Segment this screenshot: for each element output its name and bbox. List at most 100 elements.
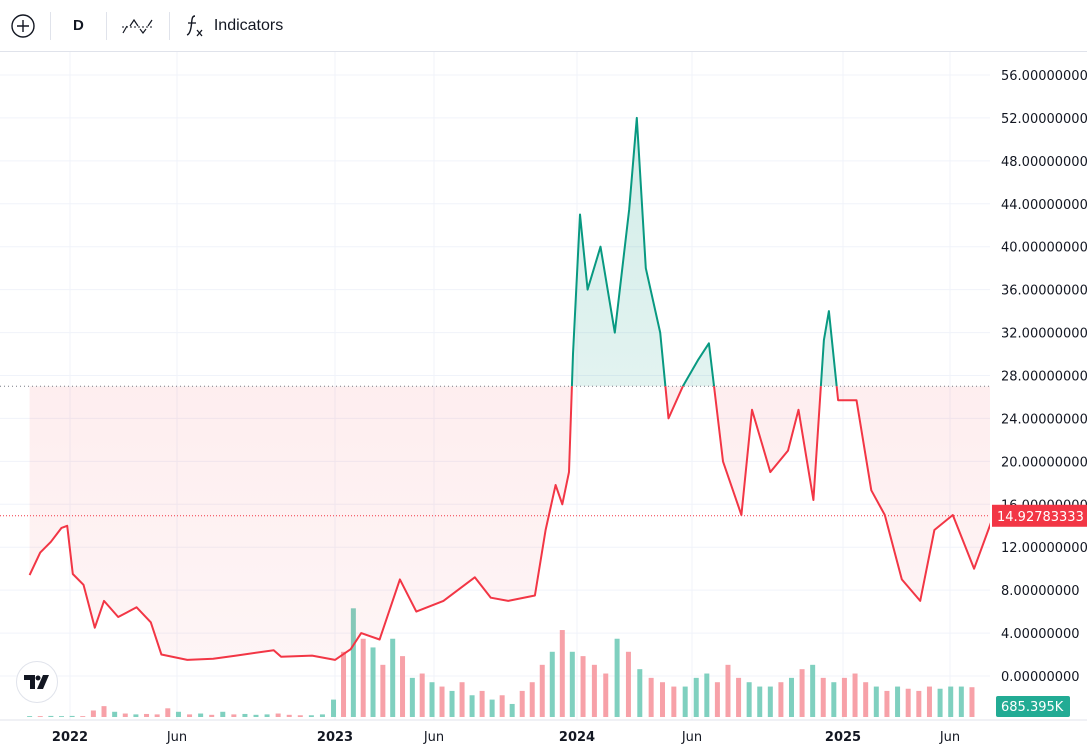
volume-bar <box>459 682 465 717</box>
volume-bar <box>820 677 826 717</box>
indicators-button[interactable]: Indicators <box>174 8 293 44</box>
volume-bar <box>231 714 237 717</box>
indicators-label: Indicators <box>213 16 284 34</box>
volume-bar <box>489 699 495 717</box>
y-tick-label: 12.00000000 <box>1001 541 1087 556</box>
volume-bar <box>682 686 688 717</box>
volume-bar <box>916 690 922 717</box>
volume-bar <box>841 677 847 717</box>
volume-bar <box>331 699 337 717</box>
volume-bar <box>895 686 901 717</box>
volume-bar <box>400 656 406 717</box>
last-volume-badge <box>996 696 1070 717</box>
volume-bar <box>559 630 565 717</box>
volume-bar <box>648 677 654 717</box>
y-tick-label: 0.00000000 <box>1001 670 1080 685</box>
volume-bar <box>499 695 505 717</box>
volume-bar <box>253 714 259 717</box>
volume-bar <box>264 714 270 717</box>
volume-bar <box>429 682 435 717</box>
volume-bar <box>926 686 932 717</box>
volume-bar <box>969 687 975 717</box>
volume-bar <box>603 673 609 717</box>
last-price-label: 14.92783333 <box>997 510 1084 525</box>
divider <box>168 11 170 40</box>
volume-bar <box>799 669 805 717</box>
tradingview-logo-icon <box>24 675 49 689</box>
volume-bar <box>725 664 731 717</box>
time-axis[interactable]: 2022 Jun 2023 Jun 2024 Jun 2025 Jun <box>52 730 960 745</box>
x-tick-label: 2023 <box>317 730 353 745</box>
volume-bar <box>439 686 445 717</box>
volume-bar <box>746 682 752 717</box>
interval-button[interactable]: D <box>55 8 102 44</box>
volume-bar <box>569 651 575 717</box>
x-tick-label: Jun <box>423 730 444 745</box>
volume-bar <box>122 713 128 717</box>
price-axis[interactable]: 56.00000000 52.00000000 48.00000000 44.0000… <box>992 69 1087 717</box>
x-tick-label: 2024 <box>559 730 595 745</box>
volume-bar <box>852 673 858 717</box>
volume-bar <box>671 686 677 717</box>
y-tick-label: 40.00000000 <box>1001 241 1087 256</box>
volume-bar <box>884 690 890 717</box>
volume-bar <box>873 686 879 717</box>
volume-bar <box>341 651 347 717</box>
volume-bar <box>101 706 107 717</box>
volume-bar <box>831 682 837 717</box>
volume-bar <box>469 695 475 717</box>
volume-bar <box>390 638 396 717</box>
x-tick-label: Jun <box>166 730 187 745</box>
volume-bar <box>58 716 64 717</box>
volume-bar <box>154 714 160 717</box>
volume-bar <box>112 711 118 717</box>
volume-bar <box>637 669 643 717</box>
volume-bar <box>736 677 742 717</box>
price-line-below <box>28 386 990 661</box>
volume-bar <box>625 651 631 717</box>
chart-style-button[interactable] <box>111 8 165 44</box>
volume-bar <box>360 638 366 717</box>
y-tick-label: 44.00000000 <box>1001 198 1087 213</box>
last-volume-label: 685.395K <box>1001 700 1064 715</box>
volume-bar <box>788 677 794 717</box>
plus-circle-icon <box>11 13 35 38</box>
volume-bar <box>37 716 43 717</box>
x-tick-label: 2025 <box>825 730 861 745</box>
volume-bar <box>286 714 292 717</box>
volume-bar <box>539 664 545 717</box>
price-chart[interactable]: 56.00000000 52.00000000 48.00000000 44.0000… <box>0 52 1087 748</box>
price-line-above <box>570 116 838 387</box>
volume-bar <box>479 690 485 717</box>
volume-bar <box>580 656 586 717</box>
volume-bar <box>198 713 204 717</box>
y-tick-label: 32.00000000 <box>1001 327 1087 342</box>
y-tick-label: 20.00000000 <box>1001 455 1087 470</box>
volume-bar <box>297 715 303 717</box>
volume-bar <box>767 686 773 717</box>
volume-bar <box>659 682 665 717</box>
fx-icon <box>186 14 203 36</box>
volume-bar <box>509 703 515 717</box>
y-tick-label: 28.00000000 <box>1001 370 1087 385</box>
volume-bar <box>308 715 314 717</box>
volume-bar <box>529 682 535 717</box>
volume-bar <box>693 677 699 717</box>
volume-bar <box>863 682 869 717</box>
volume-bar <box>350 608 356 717</box>
volume-bar <box>519 690 525 717</box>
volume-bar <box>419 673 425 717</box>
y-tick-label: 48.00000000 <box>1001 155 1087 170</box>
volume-bar <box>165 708 171 717</box>
tradingview-logo[interactable] <box>16 661 58 703</box>
volume-bar <box>175 711 181 717</box>
volume-bar <box>714 682 720 717</box>
volume-bar <box>144 713 150 717</box>
volume-bar <box>187 714 193 717</box>
volume-bar <box>409 677 415 717</box>
volume-bar <box>704 673 710 717</box>
top-toolbar: D Indicators <box>0 0 1087 52</box>
volume-bar <box>614 638 620 717</box>
add-symbol-button[interactable] <box>0 8 46 44</box>
y-tick-label: 8.00000000 <box>1001 584 1080 599</box>
